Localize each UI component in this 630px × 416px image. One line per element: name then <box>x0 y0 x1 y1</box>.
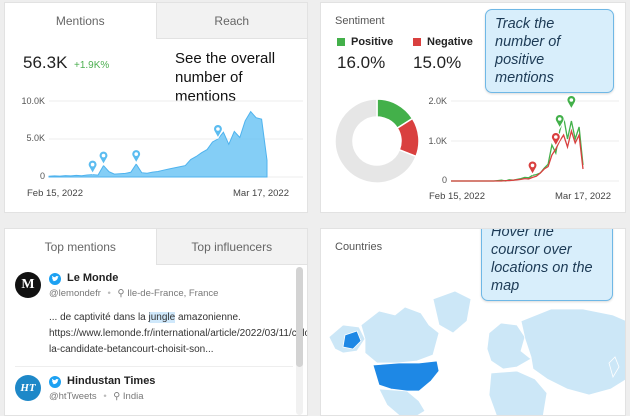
snippet-text[interactable]: amazonienne. https://www.lemonde.fr/inte… <box>49 312 308 355</box>
positive-series-line[interactable] <box>451 116 584 182</box>
logo-text: HT <box>20 382 36 394</box>
sentiment-callout: Track the number of positive mentions <box>485 9 614 93</box>
countries-callout: Hover the coursor over locations on the … <box>481 229 613 301</box>
mentions-total: 56.3K <box>23 53 68 72</box>
sentiment-marker[interactable] <box>566 94 577 111</box>
source-name[interactable]: Le Monde <box>67 272 119 284</box>
y-tick-label: 2.0K <box>428 96 447 106</box>
scrollbar-thumb[interactable] <box>296 267 303 367</box>
positive-label: Positive <box>351 36 394 48</box>
negative-swatch <box>413 38 421 46</box>
x-end-label: Mar 17, 2022 <box>233 188 289 199</box>
tab-mentions[interactable]: Mentions <box>5 3 156 39</box>
mention-marker[interactable] <box>98 150 109 166</box>
mentions-delta: +1.9K% <box>74 60 110 71</box>
sentiment-panel: Sentiment Positive Negative 16.0% 15.0% … <box>320 2 626 213</box>
divider <box>15 366 293 367</box>
mention-marker[interactable] <box>87 159 98 175</box>
sentiment-marker[interactable] <box>550 131 561 148</box>
map-region-canada[interactable] <box>360 306 440 364</box>
logo-text: M <box>21 277 35 292</box>
x-end-label: Mar 17, 2022 <box>555 191 611 202</box>
mentions-area-series[interactable] <box>48 110 268 178</box>
sentiment-charts: 2.0K 1.0K 0 <box>334 94 619 185</box>
separator: • <box>107 288 111 299</box>
twitter-icon <box>49 376 61 388</box>
source-name[interactable]: Hindustan Times <box>67 375 156 387</box>
map-region-mexico[interactable] <box>378 388 426 416</box>
sentiment-marker[interactable] <box>527 160 538 176</box>
source-meta: @htTweets • ⚲ India <box>49 391 144 402</box>
list-scrollbar[interactable] <box>296 267 303 415</box>
sentiment-donut[interactable] <box>334 98 420 184</box>
y-tick-label: 10.0K <box>21 96 45 106</box>
tab-reach[interactable]: Reach <box>155 3 307 39</box>
donut-slice-neutral[interactable] <box>334 98 418 184</box>
mentions-panel: Mentions Reach 56.3K +1.9K% See the over… <box>4 2 308 213</box>
source-location: Ile-de-France, France <box>127 288 219 299</box>
y-tick-label: 0 <box>442 175 447 185</box>
sentiment-marker[interactable] <box>554 113 565 130</box>
tab-top-influencers[interactable]: Top influencers <box>155 229 307 265</box>
map-region-asia[interactable] <box>520 308 626 396</box>
tab-top-mentions[interactable]: Top mentions <box>5 229 156 265</box>
x-start-label: Feb 15, 2022 <box>27 188 83 199</box>
world-map[interactable] <box>321 229 626 416</box>
y-tick-label: 1.0K <box>428 136 447 146</box>
sentiment-line-chart[interactable] <box>451 94 584 182</box>
location-pin-icon: ⚲ <box>113 391 121 402</box>
countries-panel: Countries Hover the coursor over locatio… <box>320 228 626 416</box>
positive-swatch <box>337 38 345 46</box>
sentiment-title: Sentiment <box>335 15 385 27</box>
source-meta: @lemondefr • ⚲ Ile-de-France, France <box>49 288 218 299</box>
negative-series-line[interactable] <box>451 128 584 182</box>
mentions-tabs: Mentions Reach <box>5 3 307 39</box>
negative-label: Negative <box>427 36 473 48</box>
negative-percent: 15.0% <box>413 53 462 72</box>
map-region-alaska-highlight[interactable] <box>342 330 362 350</box>
snippet-highlight: jungle <box>148 312 176 323</box>
map-region-greenland[interactable] <box>432 290 472 334</box>
y-tick-label: 5.0K <box>26 133 45 143</box>
list-item[interactable]: M Le Monde @lemondefr • ⚲ Ile-de-France,… <box>15 272 307 362</box>
mentions-callout: See the overall number of mentions <box>175 50 276 105</box>
mention-marker[interactable] <box>212 123 224 140</box>
y-tick-label: 0 <box>40 171 45 181</box>
source-location: India <box>122 391 144 402</box>
x-start-label: Feb 15, 2022 <box>429 191 485 202</box>
source-handle[interactable]: @lemondefr <box>49 288 101 299</box>
top-tabs: Top mentions Top influencers <box>5 229 307 265</box>
mentions-chart[interactable]: 10.0K 5.0K 0 <box>5 3 308 213</box>
source-handle[interactable]: @htTweets <box>49 391 97 402</box>
top-mentions-panel: Top mentions Top influencers M Le Monde … <box>4 228 308 416</box>
snippet-text: ... de captivité dans la <box>49 312 149 323</box>
map-region-usa[interactable] <box>372 360 440 392</box>
map-region-africa[interactable] <box>488 370 548 416</box>
le-monde-logo: M <box>15 272 41 298</box>
twitter-icon <box>49 273 61 285</box>
legend-positive[interactable]: Positive <box>337 36 393 48</box>
location-pin-icon: ⚲ <box>117 288 125 299</box>
mention-marker[interactable] <box>131 148 142 165</box>
positive-percent: 16.0% <box>337 53 386 72</box>
hindustan-times-logo: HT <box>15 375 41 401</box>
separator: • <box>103 391 107 402</box>
legend-negative[interactable]: Negative <box>413 36 473 48</box>
mention-snippet: ... de captivité dans la jungle amazonie… <box>49 310 307 358</box>
countries-title: Countries <box>335 241 383 253</box>
list-item[interactable]: HT Hindustan Times @htTweets • ⚲ India <box>15 375 293 415</box>
map-region-japan[interactable] <box>608 356 620 378</box>
